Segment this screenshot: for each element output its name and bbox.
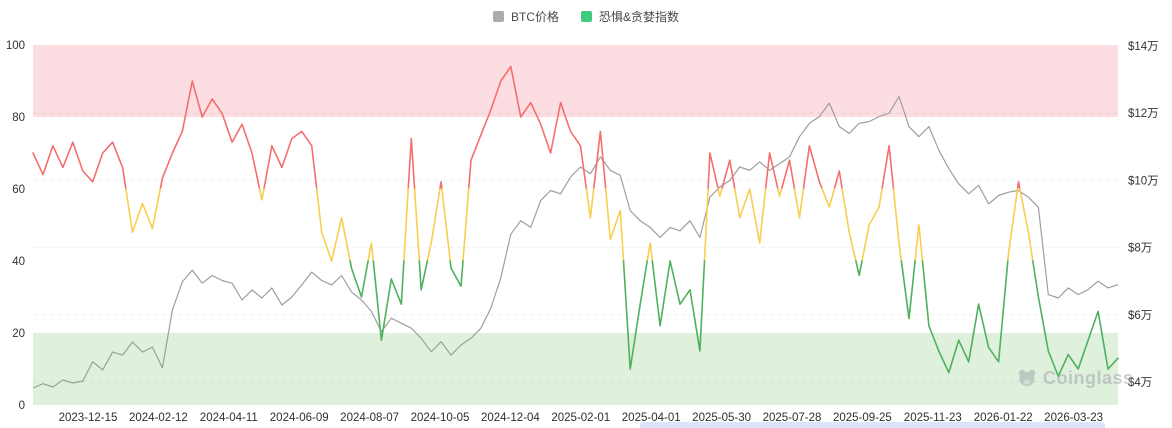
x-axis-label: 2026-03-23 xyxy=(1044,412,1103,424)
x-axis-label: 2026-01-22 xyxy=(974,412,1033,424)
right-axis-tick: $4万 xyxy=(1128,377,1152,389)
btc-swatch-icon xyxy=(492,11,504,22)
left-axis-tick: 100 xyxy=(6,40,25,52)
left-axis-tick: 80 xyxy=(12,112,25,124)
x-axis-label: 2024-04-11 xyxy=(200,412,258,424)
right-axis-tick: $10万 xyxy=(1128,175,1159,187)
left-axis-tick: 20 xyxy=(12,328,25,340)
legend-item-btc[interactable]: BTC价格 xyxy=(492,8,559,25)
fear-greed-line xyxy=(125,188,1034,262)
x-axis-label: 2023-12-15 xyxy=(59,412,118,424)
fear-greed-line xyxy=(349,260,1119,377)
x-axis-label: 2024-08-07 xyxy=(340,412,399,424)
left-axis-tick: 60 xyxy=(12,184,25,196)
greed-zone-band xyxy=(33,45,1118,117)
bottom-scrollbar[interactable] xyxy=(640,422,1105,428)
fg-swatch-icon xyxy=(581,11,592,22)
x-axis-label: 2025-05-30 xyxy=(692,412,751,424)
legend-item-fg[interactable]: 恐惧&贪婪指数 xyxy=(581,8,679,25)
x-axis-label: 2025-04-01 xyxy=(622,412,681,424)
btc-price-line xyxy=(32,95,1119,389)
right-axis-tick: $12万 xyxy=(1128,108,1159,120)
fear-zone-band xyxy=(33,333,1118,405)
x-axis-label: 2025-11-23 xyxy=(904,412,962,424)
x-axis-label: 2024-06-09 xyxy=(270,412,329,424)
right-axis-tick: $6万 xyxy=(1128,310,1152,322)
legend-label-fg: 恐惧&贪婪指数 xyxy=(599,10,680,24)
x-axis-label: 2024-02-12 xyxy=(129,412,188,424)
right-axis-tick: $8万 xyxy=(1128,243,1152,255)
x-axis-label: 2025-02-01 xyxy=(551,412,610,424)
x-axis-label: 2025-07-28 xyxy=(763,412,822,424)
left-axis-tick: 0 xyxy=(19,400,25,412)
right-axis-tick: $14万 xyxy=(1128,41,1159,53)
x-axis-label: 2024-12-04 xyxy=(481,412,540,424)
chart-legend: BTC价格 恐惧&贪婪指数 xyxy=(0,8,1172,25)
x-axis-label: 2025-09-25 xyxy=(833,412,892,424)
left-axis-tick: 40 xyxy=(12,256,25,268)
x-axis-label: 2024-10-05 xyxy=(411,412,470,424)
fear-greed-line xyxy=(32,65,1021,190)
legend-label-btc: BTC价格 xyxy=(510,10,559,24)
